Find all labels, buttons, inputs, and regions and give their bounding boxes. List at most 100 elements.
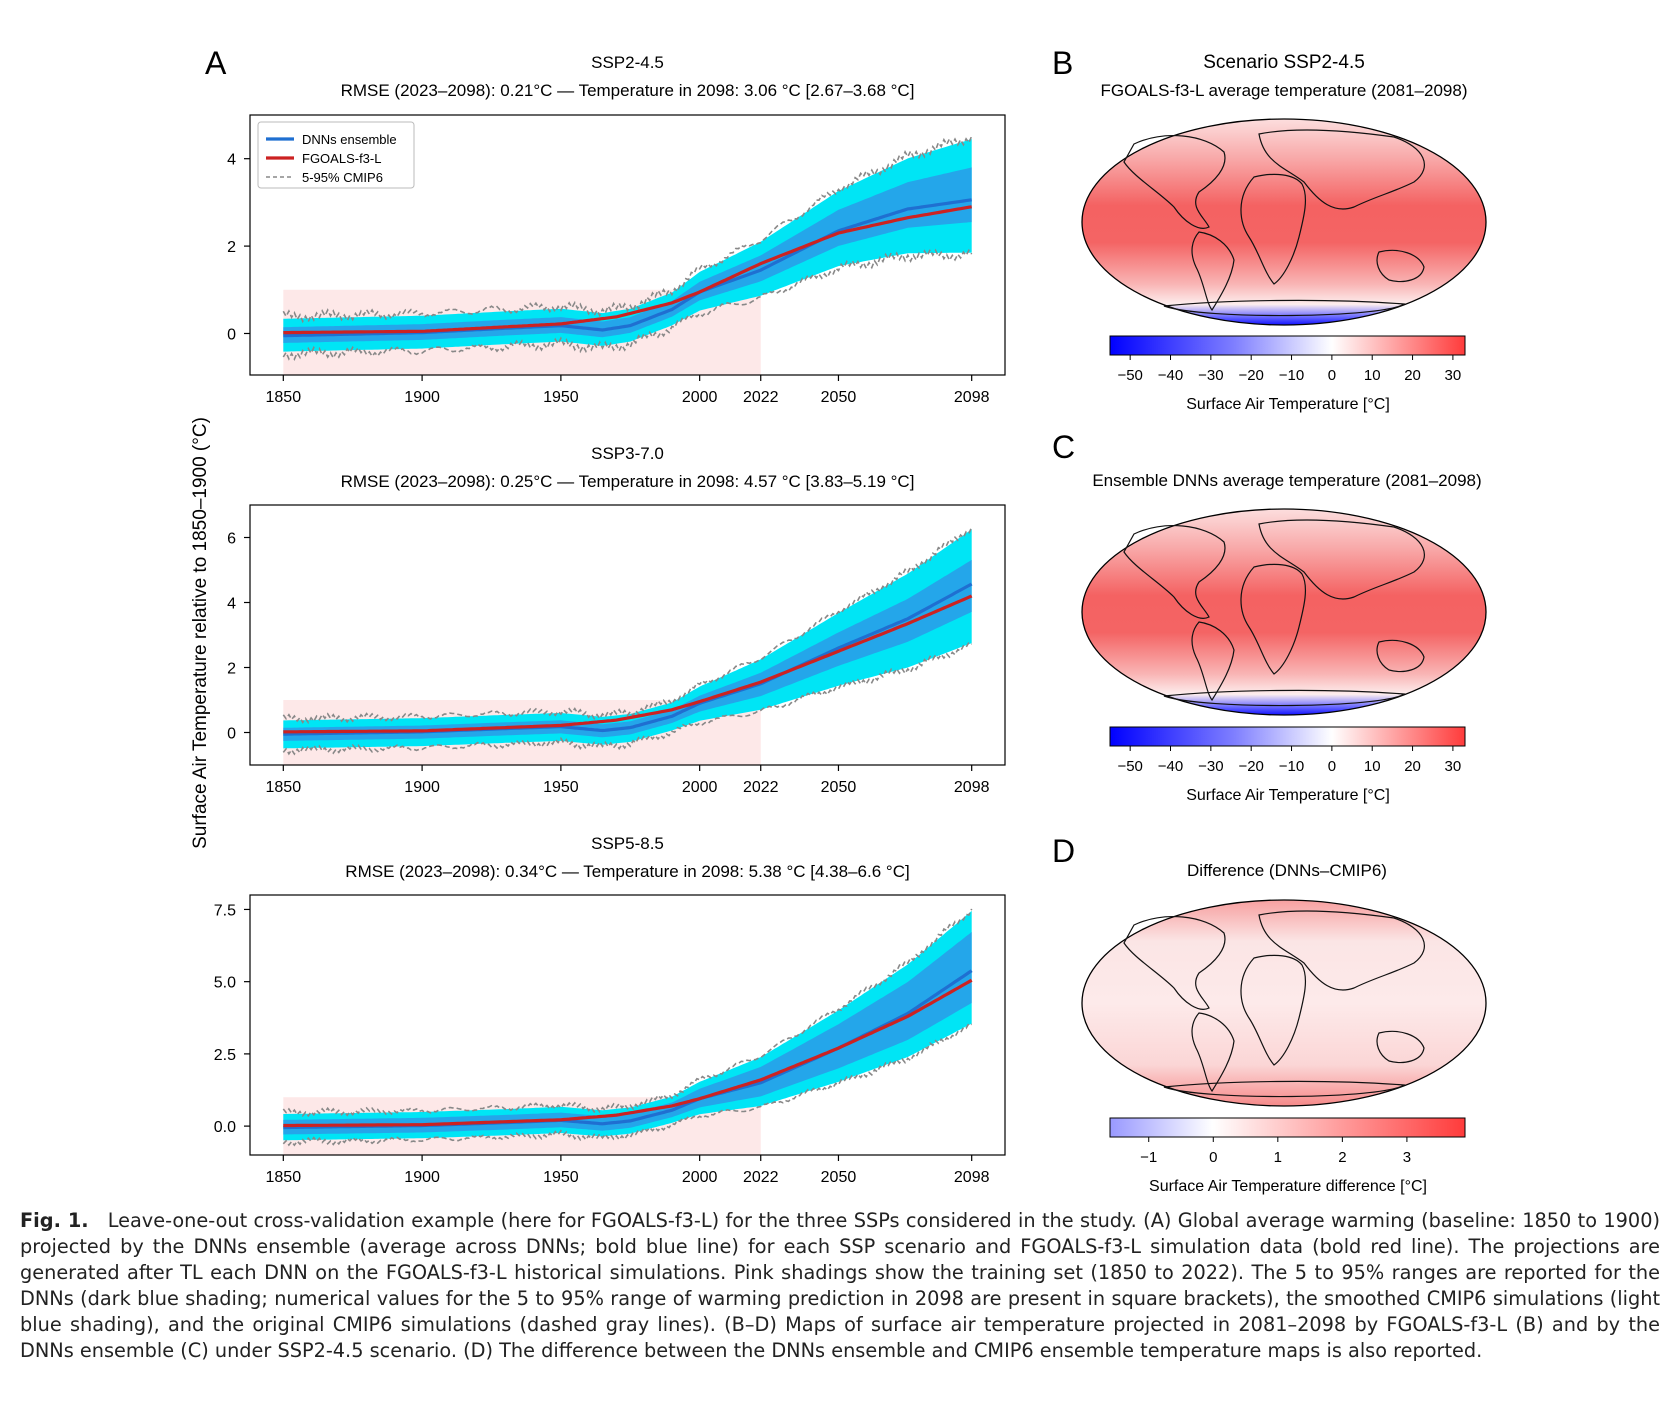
chart-title: SSP5-8.5 [591, 834, 664, 853]
continent-outline [1191, 1012, 1235, 1093]
legend-label: 5-95% CMIP6 [302, 170, 383, 185]
y-tick-label: 2 [227, 239, 236, 256]
dnns-ensemble-line [283, 198, 972, 338]
map-b-continents [1123, 129, 1425, 317]
plot-frame [249, 894, 1006, 1156]
continent-outline [1123, 916, 1226, 1010]
x-tick-label: 1900 [404, 389, 440, 406]
x-tick-label: 2000 [682, 1169, 718, 1186]
colorbar-tick-label: −40 [1158, 367, 1183, 384]
map-panel-b: Scenario SSP2-4.5 FGOALS-f3-L average te… [1081, 52, 1487, 413]
x-tick-label: 2050 [821, 1169, 857, 1186]
x-tick-label: 2098 [954, 389, 990, 406]
x-tick-label: 1950 [543, 779, 579, 796]
map-d-colorbar-label: Surface Air Temperature difference [°C] [1149, 1178, 1427, 1195]
x-tick-label: 2022 [743, 1169, 779, 1186]
chart-subtitle: RMSE (2023–2098): 0.34°C — Temperature i… [345, 862, 909, 881]
y-tick-label: 6 [227, 531, 236, 548]
continent-outline [1123, 525, 1226, 619]
chart-ssp245: SSP2-4.5 RMSE (2023–2098): 0.21°C — Tempe… [227, 53, 1006, 406]
fgoals-f3-l-line [283, 205, 972, 335]
colorbar-tick-label: 20 [1404, 367, 1421, 384]
x-tick-label: 1950 [543, 389, 579, 406]
chart-subtitle: RMSE (2023–2098): 0.25°C — Temperature i… [341, 472, 915, 491]
cmip6-lower-dashed [282, 641, 973, 756]
x-tick-label: 2050 [821, 779, 857, 796]
legend-label: DNNs ensemble [302, 132, 397, 147]
map-c-continents [1123, 519, 1425, 707]
colorbar-tick-label: 10 [1364, 367, 1381, 384]
panel-letter-b: B [1052, 45, 1073, 81]
colorbar-tick-label: −10 [1279, 758, 1304, 775]
cmip6-smoothed-band [283, 910, 972, 1141]
colorbar-tick-label: 0 [1209, 1149, 1217, 1166]
colorbar-tick-label: −1 [1140, 1149, 1157, 1166]
continent-outline [1258, 910, 1425, 991]
map-d-globe [1081, 899, 1487, 1107]
cmip6-upper-dashed [282, 135, 973, 324]
map-c-colorbar [1109, 726, 1466, 747]
chart-ssp585: SSP5-8.5 RMSE (2023–2098): 0.34°C — Tempe… [214, 834, 1006, 1186]
cmip6-smoothed-band [283, 529, 972, 749]
y-tick-label: 4 [227, 152, 236, 169]
continent-outline [1376, 1030, 1425, 1064]
map-b-colorbar-label: Surface Air Temperature [°C] [1186, 396, 1390, 413]
map-b-colorbar-ticks: −50 −40 −30 −20 −10 0 10 20 30 [1117, 355, 1461, 384]
map-b-globe [1081, 118, 1487, 326]
colorbar-tick-label: −50 [1117, 367, 1142, 384]
chart-subtitle: RMSE (2023–2098): 0.21°C — Temperature i… [341, 81, 915, 100]
chart-ssp370: SSP3-7.0 RMSE (2023–2098): 0.25°C — Tempe… [227, 444, 1006, 796]
x-tick-label: 2098 [954, 779, 990, 796]
y-tick-label: 2 [227, 661, 236, 678]
figure-caption: Fig. 1. Leave-one-out cross-validation e… [20, 1208, 1660, 1364]
dnn-5-95-band [283, 167, 972, 343]
map-d-continents [1123, 910, 1425, 1098]
y-tick-label: 0.0 [214, 1119, 236, 1136]
continent-outline [1163, 299, 1406, 317]
caption-body: Leave-one-out cross-validation example (… [20, 1209, 1660, 1362]
y-tick-label: 5.0 [214, 975, 236, 992]
colorbar-tick-label: 10 [1364, 758, 1381, 775]
continent-outline [1258, 129, 1425, 210]
continent-outline [1240, 173, 1307, 285]
colorbar-tick-label: 3 [1403, 1149, 1411, 1166]
continent-outline [1163, 689, 1406, 707]
map-panel-c: Ensemble DNNs average temperature (2081–… [1081, 471, 1487, 804]
colorbar-tick-label: 2 [1338, 1149, 1346, 1166]
y-tick-label: 0 [227, 326, 236, 343]
colorbar-tick-label: −20 [1238, 367, 1263, 384]
colorbar-tick-label: 30 [1445, 758, 1462, 775]
map-c-subtitle: Ensemble DNNs average temperature (2081–… [1092, 471, 1481, 490]
x-tick-label: 1850 [266, 1169, 302, 1186]
x-tick-label: 2022 [743, 779, 779, 796]
shared-y-axis-label: Surface Air Temperature relative to 1850… [190, 417, 211, 849]
continent-outline [1163, 1080, 1406, 1098]
legend: DNNs ensemble FGOALS-f3-L 5-95% CMIP6 [257, 121, 415, 189]
colorbar-tick-label: −30 [1198, 758, 1223, 775]
map-panel-d: Difference (DNNs–CMIP6) −1 0 1 2 3 Surface A… [1081, 861, 1487, 1195]
colorbar-tick-label: −30 [1198, 367, 1223, 384]
fgoals-f3-l-line [283, 594, 973, 734]
map-b-colorbar [1109, 335, 1466, 356]
figure: A B C D Surface Air Temperature relative… [190, 45, 1487, 1195]
caption-lead: Fig. 1. [20, 1209, 89, 1232]
colorbar-tick-label: −40 [1158, 758, 1183, 775]
map-d-subtitle: Difference (DNNs–CMIP6) [1187, 861, 1387, 880]
continent-outline [1123, 135, 1226, 229]
colorbar-tick-label: −20 [1238, 758, 1263, 775]
cmip6-lower-dashed [282, 247, 973, 361]
legend-label: FGOALS-f3-L [302, 151, 381, 166]
x-tick-label: 1900 [404, 779, 440, 796]
x-tick-label: 2022 [743, 389, 779, 406]
x-tick-label: 1850 [266, 389, 302, 406]
cmip6-upper-dashed [282, 908, 973, 1118]
panel-letter-a: A [205, 45, 227, 81]
continent-outline [1240, 563, 1307, 675]
dnn-5-95-band [283, 932, 972, 1135]
map-d-colorbar [1109, 1117, 1466, 1138]
colorbar-tick-label: 1 [1274, 1149, 1282, 1166]
colorbar-tick-label: 0 [1328, 367, 1336, 384]
x-tick-label: 2050 [821, 389, 857, 406]
x-tick-label: 2000 [682, 389, 718, 406]
x-tick-label: 1950 [543, 1169, 579, 1186]
